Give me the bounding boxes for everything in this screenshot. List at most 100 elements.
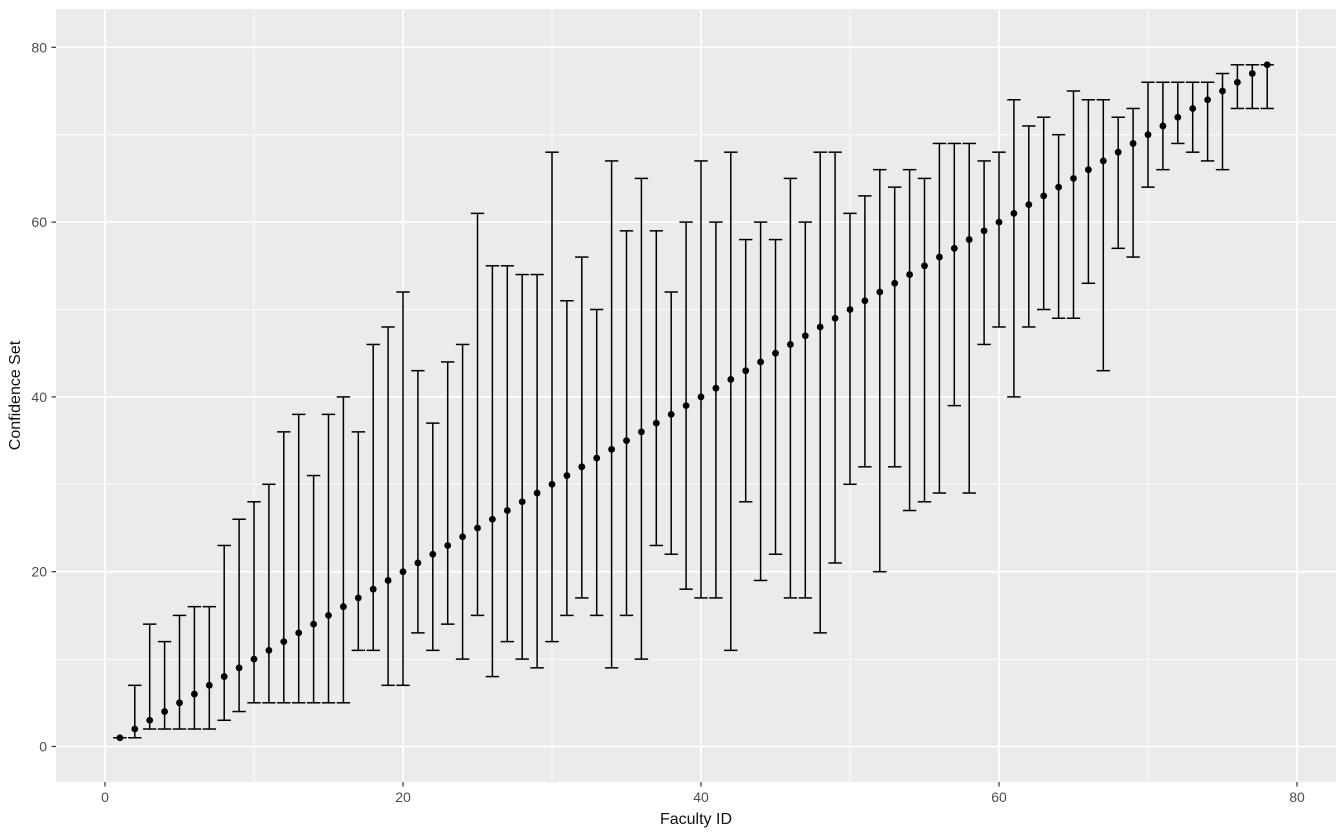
- error-bar: [262, 483, 276, 704]
- error-bar: [545, 151, 559, 643]
- error-bar: [247, 501, 261, 704]
- svg-text:0: 0: [39, 739, 47, 755]
- point-estimate: [638, 428, 645, 436]
- point-estimate: [682, 402, 690, 410]
- point-estimate: [429, 550, 437, 558]
- point-estimate: [354, 594, 362, 602]
- point-estimate: [593, 454, 601, 462]
- error-bar: [888, 186, 902, 468]
- error-bar: [1007, 98, 1021, 398]
- error-bar: [1051, 133, 1066, 319]
- error-bar: [664, 291, 678, 555]
- point-estimate: [831, 314, 839, 322]
- error-bar: [1066, 90, 1081, 319]
- point-estimate: [742, 367, 750, 375]
- svg-text:80: 80: [1289, 789, 1305, 805]
- error-bar: [277, 431, 291, 704]
- point-estimate: [757, 358, 764, 366]
- error-bar: [977, 160, 991, 346]
- point-estimate: [1055, 183, 1062, 191]
- point-estimate: [1070, 175, 1077, 182]
- point-estimate: [787, 341, 794, 348]
- point-estimate: [891, 279, 899, 287]
- point-estimate: [921, 262, 928, 270]
- point-estimate: [1010, 209, 1018, 217]
- point-estimate: [205, 681, 213, 689]
- error-bar: [321, 413, 336, 704]
- point-estimate: [578, 463, 586, 471]
- point-estimate: [1085, 166, 1092, 174]
- point-estimate: [548, 480, 556, 488]
- error-bar: [1200, 81, 1215, 162]
- error-bar: [873, 168, 887, 573]
- error-bar: [813, 151, 827, 634]
- point-estimate: [1174, 113, 1182, 121]
- point-estimate: [459, 533, 466, 541]
- error-bar: [1111, 116, 1125, 250]
- point-estimate: [161, 708, 169, 715]
- point-estimate: [265, 646, 273, 654]
- point-estimate: [950, 244, 958, 252]
- error-bar: [1096, 98, 1110, 372]
- error-bar: [143, 623, 157, 730]
- point-estimate: [533, 489, 541, 497]
- major-gridlines: [56, 9, 1336, 782]
- y-axis-title: Confidence Set: [7, 340, 24, 450]
- error-bar: [619, 230, 634, 617]
- point-estimate: [503, 507, 511, 514]
- point-estimate: [1248, 70, 1256, 77]
- error-bar: [1081, 98, 1096, 285]
- error-bar: [351, 431, 365, 652]
- error-bar: [500, 265, 514, 643]
- svg-text:80: 80: [31, 39, 47, 55]
- error-bar: [187, 605, 202, 730]
- point-estimate: [846, 306, 854, 313]
- error-bar: [947, 142, 961, 407]
- point-estimate: [1219, 87, 1226, 95]
- point-estimate: [131, 725, 139, 733]
- error-bar: [753, 221, 768, 582]
- error-bar: [724, 151, 738, 652]
- svg-text:60: 60: [31, 214, 47, 230]
- point-estimate: [191, 690, 198, 698]
- error-bar: [530, 273, 544, 669]
- error-bar: [798, 221, 812, 599]
- point-estimate: [936, 253, 943, 261]
- error-bar: [411, 369, 425, 634]
- axis-tick-marks: [51, 46, 1298, 787]
- error-bar: [843, 212, 857, 486]
- error-bar: [575, 256, 589, 599]
- plot-panel: [56, 9, 1336, 782]
- point-estimate: [399, 568, 407, 576]
- point-estimate: [563, 472, 571, 479]
- point-estimate: [1025, 201, 1033, 209]
- error-bar: [768, 238, 783, 555]
- point-estimate: [1114, 148, 1122, 156]
- error-bar: [485, 265, 500, 678]
- error-bar: [1171, 81, 1185, 145]
- point-estimate: [474, 524, 481, 532]
- point-estimate: [608, 445, 615, 453]
- point-estimate: [995, 218, 1003, 226]
- point-estimate: [414, 559, 422, 567]
- point-estimate: [1234, 78, 1241, 86]
- error-bar: [202, 605, 216, 730]
- point-estimate: [325, 612, 332, 619]
- error-bar: [515, 273, 529, 660]
- point-estimate: [772, 349, 779, 357]
- point-estimate: [1099, 157, 1107, 165]
- error-bar: [232, 518, 246, 713]
- error-bar: [694, 160, 708, 599]
- error-bar: [828, 151, 842, 564]
- error-bar: [932, 142, 947, 494]
- error-bar: [306, 474, 321, 704]
- point-estimate: [340, 603, 347, 611]
- point-estimate: [176, 699, 183, 707]
- error-bar: [560, 300, 574, 617]
- point-estimate: [861, 297, 869, 305]
- point-estimate: [816, 323, 824, 331]
- error-bar: [1186, 81, 1200, 153]
- point-estimate: [384, 577, 392, 584]
- axis-tick-labels: 0 20 40 60 80 0 20 40 60 80: [31, 39, 1305, 805]
